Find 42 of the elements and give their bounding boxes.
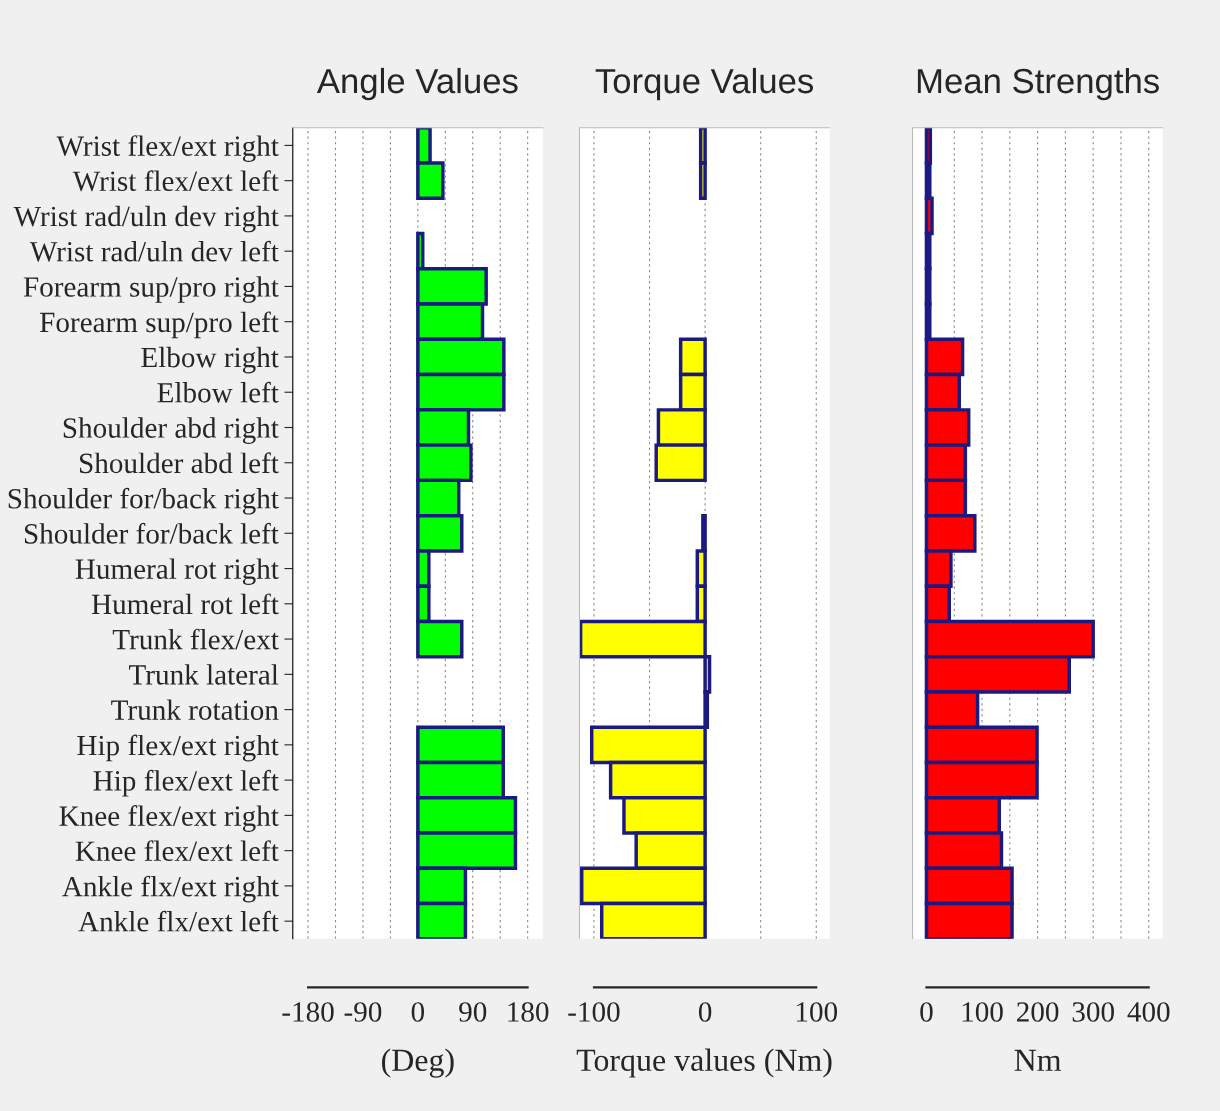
x-tick-label: 0 xyxy=(698,1002,712,1022)
y-tick-label: Ankle flx/ext left xyxy=(78,910,279,932)
y-tick-label: Humeral rot right xyxy=(75,558,279,585)
y-tick-label: Hip flex/ext left xyxy=(93,769,279,797)
x-tick-label: 200 xyxy=(1017,1002,1059,1022)
x-tick-label: 300 xyxy=(1072,1002,1114,1022)
y-tick-label: Forearm sup/pro right xyxy=(23,276,279,303)
x-tick-label: -90 xyxy=(344,1002,382,1022)
y-tick-label: Trunk lateral xyxy=(129,664,279,685)
x-axis-title: Torque values (Nm) xyxy=(576,1048,832,1078)
y-tick-label: Wrist flex/ext left xyxy=(72,170,279,192)
x-axis-title: Nm xyxy=(1014,1049,1062,1071)
y-tick-label: Hip flex/ext right xyxy=(77,734,279,762)
y-tick-label: Wrist rad/uln dev right xyxy=(13,205,279,233)
y-tick-label: Elbow right xyxy=(141,346,279,374)
y-tick-label: Shoulder abd right xyxy=(63,417,279,444)
x-tick-label: 180 xyxy=(508,1002,549,1022)
y-tick-label: Shoulder abd left xyxy=(79,452,279,474)
chart-title: Mean Strengths xyxy=(917,67,1159,101)
x-tick-label: 100 xyxy=(796,1002,838,1022)
chart-title: Torque Values xyxy=(595,67,814,101)
chart-title: Angle Values xyxy=(316,67,518,101)
y-tick-label: Trunk flex/ext xyxy=(112,628,279,650)
x-tick-label: 0 xyxy=(411,1002,425,1022)
x-tick-label: 90 xyxy=(459,1002,487,1022)
x-tick-label: 100 xyxy=(962,1002,1003,1022)
y-tick-label: Trunk rotation xyxy=(111,699,279,720)
x-tick-label: 400 xyxy=(1127,1002,1170,1022)
x-tick-label: 0 xyxy=(920,1002,933,1022)
y-tick-label: Wrist flex/ext right xyxy=(56,135,279,162)
x-axis-title: (Deg) xyxy=(382,1048,454,1078)
y-tick-label: Knee flex/ext left xyxy=(75,840,279,862)
y-tick-label: Shoulder for/back left xyxy=(24,522,279,544)
y-tick-label: Wrist rad/uln dev left xyxy=(29,240,279,262)
y-tick-label: Knee flex/ext right xyxy=(59,805,279,832)
y-tick-label: Elbow left xyxy=(157,381,279,403)
x-tick-label: -100 xyxy=(568,1002,620,1022)
y-tick-label: Forearm sup/pro left xyxy=(40,311,279,339)
y-tick-label: Ankle flx/ext right xyxy=(62,875,279,903)
y-tick-label: Humeral rot left xyxy=(91,593,279,615)
x-tick-label: -180 xyxy=(282,1002,334,1022)
y-tick-label: Shoulder for/back right xyxy=(8,487,279,515)
